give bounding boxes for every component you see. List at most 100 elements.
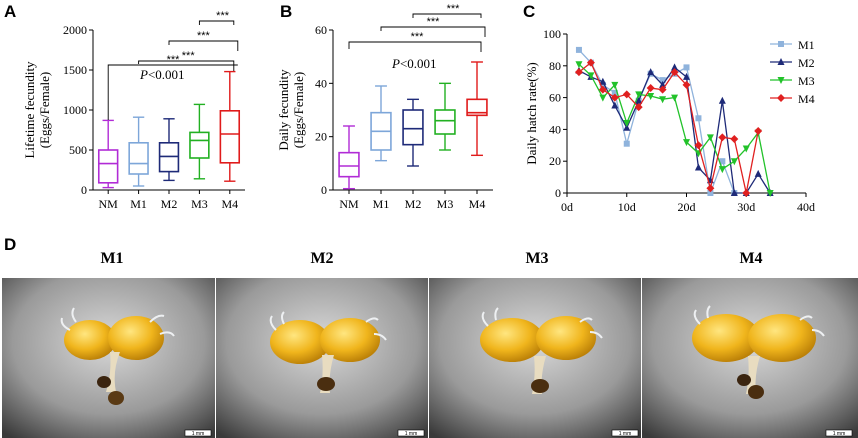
data-point (623, 140, 630, 147)
data-point (574, 68, 583, 77)
data-point (754, 126, 763, 135)
data-point (718, 133, 727, 142)
box-nm (97, 119, 119, 189)
y-tick-label: 1500 (63, 63, 87, 77)
significance-stars: *** (167, 54, 181, 66)
x-tick-label: 30d (737, 200, 755, 214)
data-point (575, 61, 583, 69)
box-iqr (434, 109, 456, 135)
significance-stars: *** (447, 3, 461, 15)
data-point (683, 64, 690, 71)
y-axis-title: Daily hatch rate(%) (524, 62, 539, 165)
data-point (635, 91, 643, 99)
legend-item-m3: M3 (770, 74, 815, 88)
y-tick-label: 40 (315, 76, 327, 90)
data-point (634, 103, 643, 112)
legend-item-m1: M1 (770, 38, 815, 52)
box-m1 (128, 116, 149, 187)
significance-bracket (412, 13, 482, 18)
data-point (706, 134, 714, 142)
p-value-label: P<0.001 (391, 56, 437, 71)
data-point (599, 81, 606, 88)
y-tick-label: 1000 (63, 103, 87, 117)
box-iqr (219, 110, 241, 164)
box-iqr (158, 142, 180, 173)
y-tick-label: 100 (543, 27, 561, 41)
data-point (730, 158, 738, 166)
data-point (611, 89, 618, 96)
ovary-shape-m3 (480, 307, 603, 394)
legend-marker (777, 58, 785, 65)
data-point (670, 68, 679, 77)
panel-label-b: B (280, 2, 292, 21)
x-tick-label: 10d (618, 200, 636, 214)
data-point (694, 163, 702, 171)
data-point (730, 189, 738, 196)
data-point (622, 90, 631, 99)
p-value-label: P<0.001 (139, 67, 185, 82)
photo-title-m2: M2 (310, 250, 333, 267)
y-tick-label: 2000 (63, 23, 87, 37)
box-iqr (189, 131, 210, 159)
legend-item-m4: M4 (770, 92, 815, 106)
chart-daily-hatch-rate: 0 20 40 60 80 100 0d 10d 20d 30d 40d Daily hatch ra… (524, 27, 815, 214)
ovary-photo-m4: 1 mm (642, 278, 858, 438)
y-tick-label: 0 (555, 186, 561, 200)
data-point (718, 166, 726, 174)
legend-label: M4 (798, 92, 815, 106)
x-tick-label: 40d (797, 200, 815, 214)
x-tick-label: M1 (130, 197, 147, 211)
box-m2 (402, 98, 424, 167)
panel-label-d: D (4, 235, 16, 254)
data-point (683, 139, 690, 147)
scale-bar-label-m1: 1 mm (192, 431, 205, 437)
data-point (659, 77, 666, 84)
chart-daily-fecundity: 0 20 40 60 NM M1 M2 M3 M4 Daily fecundity (Eggs/Fe… (276, 3, 493, 211)
photo-title-m4: M4 (739, 250, 762, 267)
ovary-photo-panel: M1 M2 M3 M4 1 mm (2, 250, 858, 438)
data-point (695, 115, 702, 122)
chart-lifetime-fecundity: 0 500 1000 1500 2000 NM M1 M2 M3 M4 Lifetime fecun… (22, 10, 245, 211)
significance-stars: *** (427, 16, 441, 28)
series-line (578, 49, 735, 196)
legend-item-m2: M2 (770, 56, 815, 70)
series-m3 (575, 61, 774, 197)
x-tick-label: M4 (221, 197, 238, 211)
significance-stars: *** (411, 31, 425, 43)
box-m4 (219, 70, 241, 182)
data-point (575, 46, 582, 53)
photo-title-m1: M1 (100, 250, 123, 267)
y-tick-label: 500 (69, 143, 87, 157)
y-axis-title-line: (Eggs/Female) (291, 72, 306, 149)
ovary-photo-m3: 1 mm (429, 278, 641, 438)
box-iqr (466, 98, 488, 117)
significance-stars: *** (182, 50, 196, 62)
data-point (683, 72, 690, 80)
x-tick-label: M4 (469, 197, 486, 211)
x-tick-label: M1 (373, 197, 390, 211)
data-point (671, 94, 679, 102)
data-point (646, 84, 655, 93)
panel-label-a: A (4, 2, 16, 21)
x-tick-label: M3 (437, 197, 454, 211)
data-point (766, 190, 774, 197)
x-tick-label: NM (99, 197, 119, 211)
p-value-threshold: <0.001 (148, 67, 185, 82)
box-m4 (466, 61, 488, 157)
data-point (611, 101, 619, 109)
x-tick-label: NM (339, 197, 359, 211)
y-axis-title-line: Lifetime fecundity (22, 61, 37, 159)
significance-bracket (107, 64, 238, 120)
box-iqr (128, 142, 149, 175)
ovary-shape-m2 (269, 311, 387, 393)
significance-stars: *** (197, 30, 211, 42)
significance-stars: *** (216, 10, 230, 22)
significance-brackets: ********* (348, 3, 486, 52)
significance-bracket (380, 26, 486, 37)
significance-brackets: ************ (107, 10, 239, 120)
y-tick-label: 20 (549, 154, 561, 168)
data-point (598, 85, 607, 94)
box-m1 (370, 85, 392, 162)
ovary-shape-m1 (60, 307, 175, 405)
